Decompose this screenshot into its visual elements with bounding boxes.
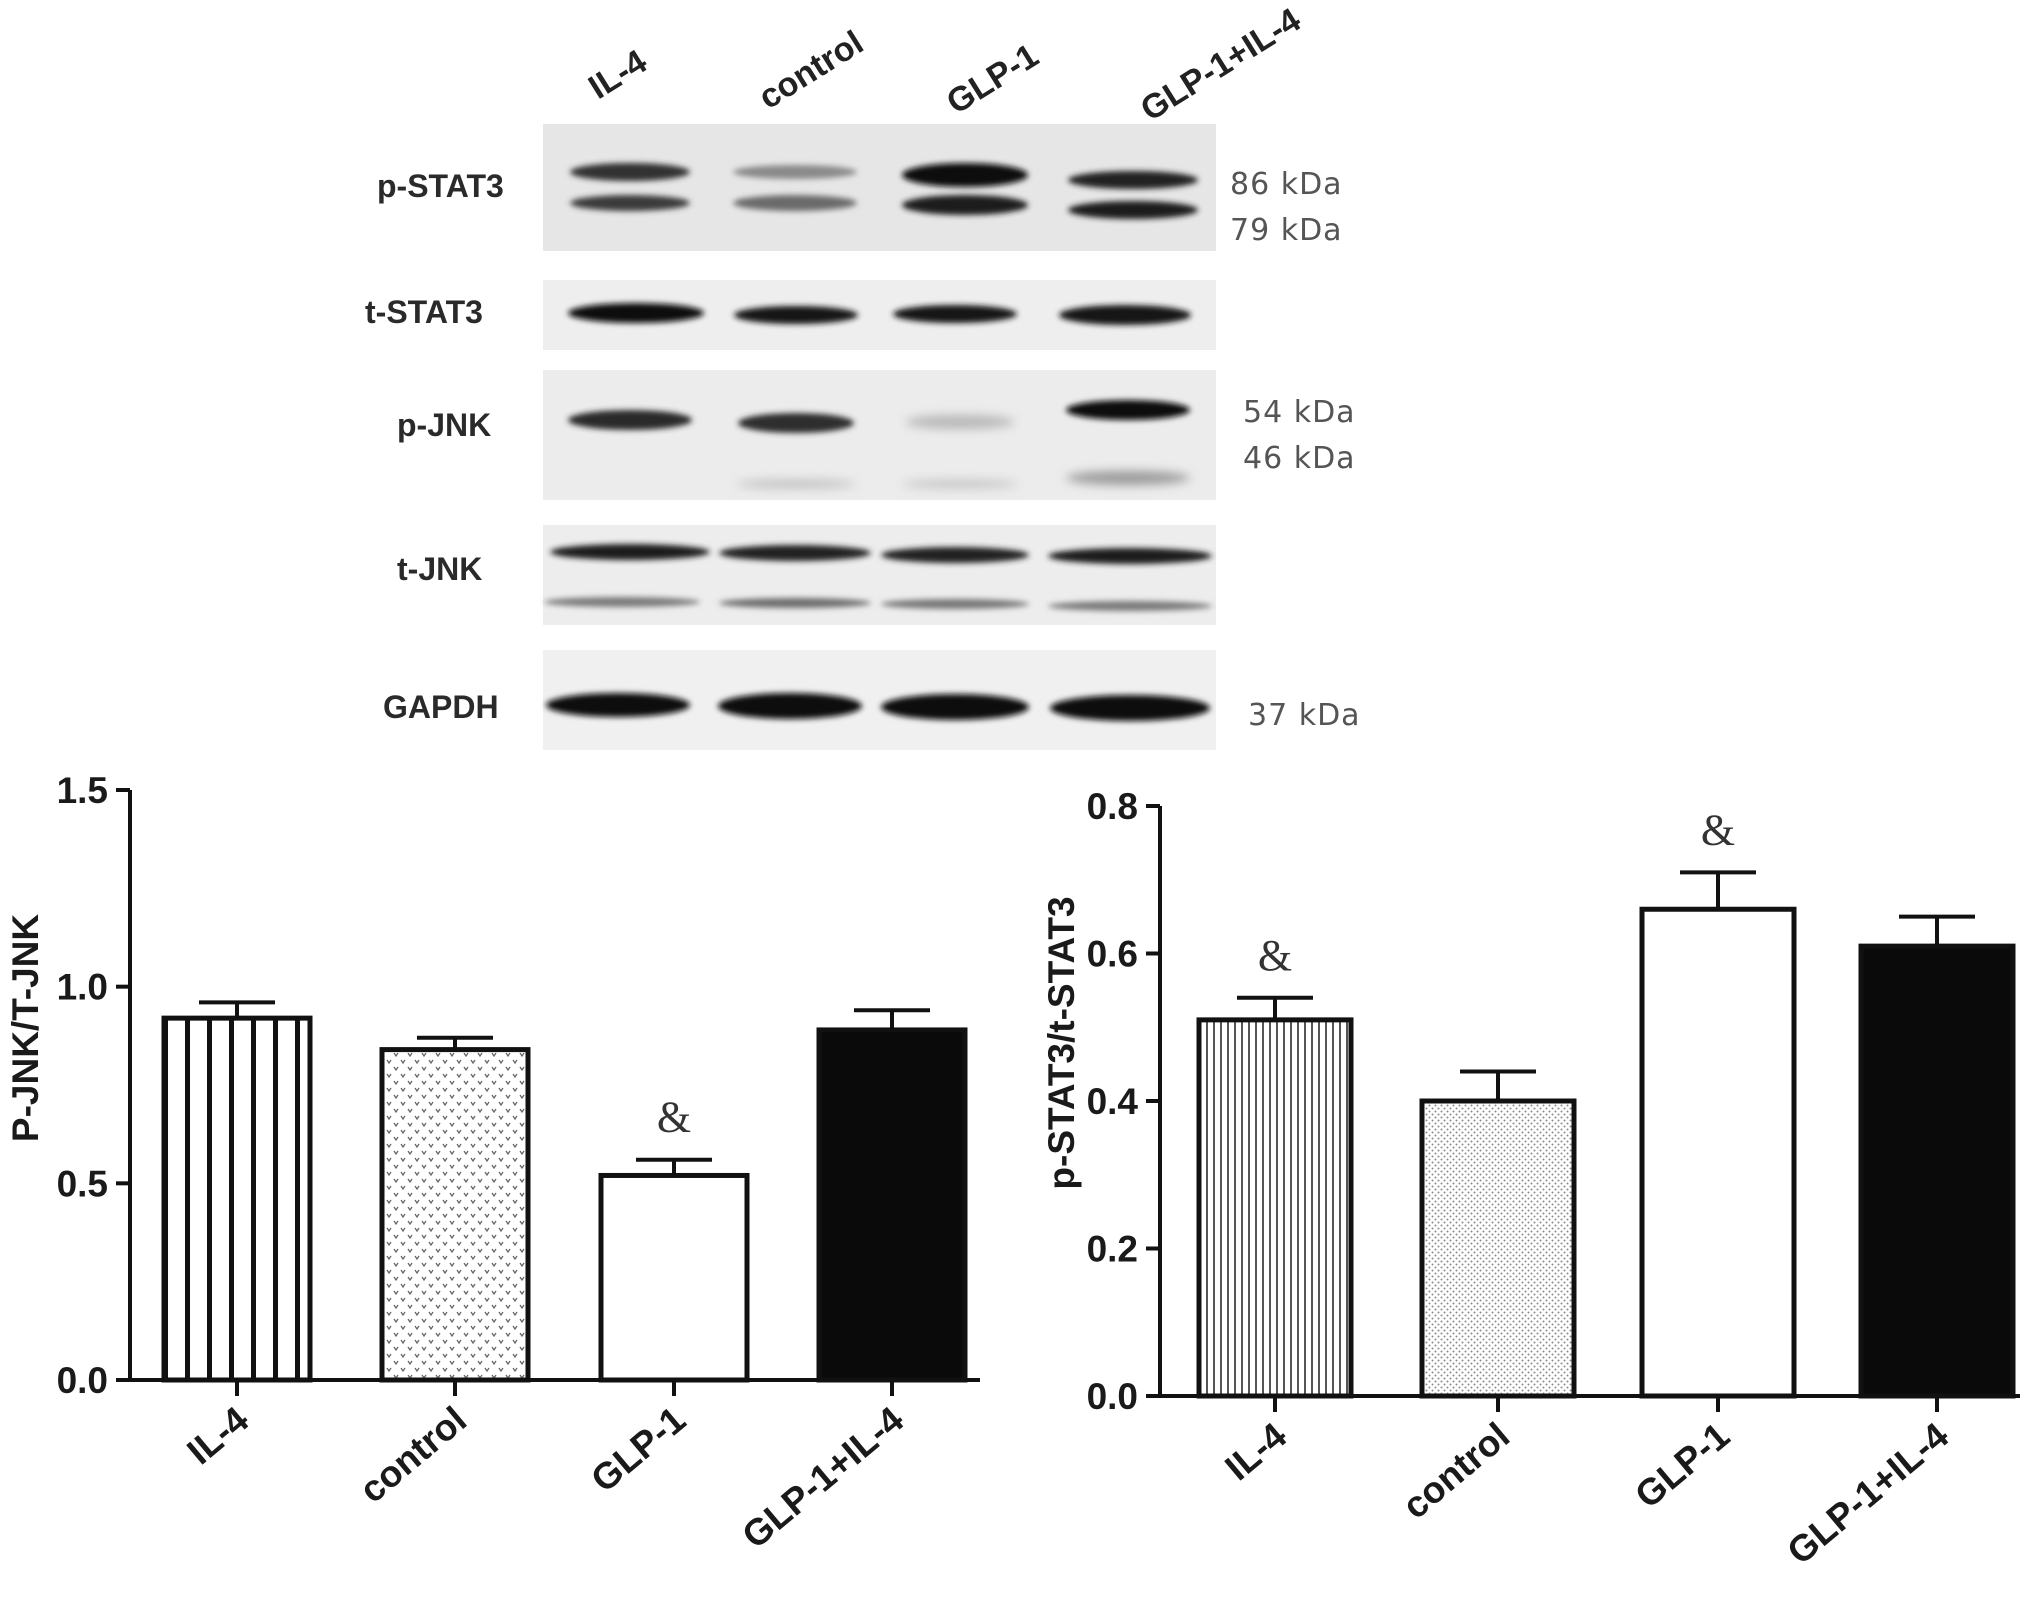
- x-tick-label: control: [352, 1399, 474, 1511]
- x-tick-label: GLP-1: [583, 1399, 693, 1500]
- y-axis-label: p-STAT3/t-STAT3: [1041, 896, 1082, 1189]
- x-tick-label: GLP-1+IL-4: [1779, 1414, 1956, 1572]
- significance-marker: &: [1258, 931, 1292, 980]
- lane-label: GLP-1+IL-4: [1134, 1, 1307, 129]
- bar: [598, 1172, 750, 1383]
- lane-label: GLP-1: [940, 37, 1045, 122]
- western-blot-panel: IL-4 control GLP-1 GLP-1+IL-4: [365, 1, 1361, 750]
- x-tick-label: IL-4: [1217, 1414, 1294, 1488]
- kda-label: 79 kDa: [1230, 213, 1343, 248]
- y-tick-label: 0.2: [1087, 1229, 1138, 1270]
- row-labels: p-STAT3 t-STAT3 p-JNK t-JNK GAPDH: [365, 168, 504, 725]
- kda-label: 54 kDa: [1243, 395, 1356, 430]
- bar: [161, 1015, 313, 1383]
- y-tick-label: 0.6: [1087, 934, 1138, 975]
- y-axis-label: P-JNK/T-JNK: [5, 914, 46, 1142]
- significance-marker: &: [1701, 805, 1735, 854]
- bands-t-jnk: [544, 544, 1212, 611]
- y-tick-label: 0.4: [1087, 1081, 1139, 1122]
- row-label-p-stat3: p-STAT3: [377, 168, 504, 204]
- y-tick-label: 0.0: [1087, 1376, 1138, 1417]
- row-label-t-stat3: t-STAT3: [365, 294, 483, 330]
- x-tick-label: GLP-1: [1627, 1415, 1737, 1516]
- y-tick-label: 1.5: [57, 770, 108, 811]
- kda-label: 37 kDa: [1248, 698, 1361, 733]
- bar: [379, 1047, 531, 1383]
- bands-p-stat3: [570, 163, 1198, 219]
- y-tick-label: 0.0: [57, 1360, 108, 1401]
- bar: [1639, 906, 1797, 1399]
- bands-t-stat3: [568, 303, 1191, 325]
- kda-labels: 86 kDa 79 kDa 54 kDa 46 kDa 37 kDa: [1230, 167, 1361, 733]
- x-tick-label: GLP-1+IL-4: [734, 1398, 911, 1556]
- lane-label: control: [752, 24, 870, 117]
- kda-label: 46 kDa: [1243, 441, 1356, 476]
- row-label-gapdh: GAPDH: [383, 689, 499, 725]
- bar: [1196, 1017, 1354, 1399]
- x-tick-label: control: [1395, 1415, 1517, 1527]
- bands-gapdh: [546, 693, 1210, 721]
- row-label-p-jnk: p-JNK: [397, 407, 491, 443]
- y-tick-label: 0.5: [57, 1163, 108, 1204]
- lane-labels: IL-4 control GLP-1 GLP-1+IL-4: [582, 1, 1307, 129]
- bar-chart-p-stat3-t-stat3: p-STAT3/t-STAT3 0.0 0.2 0.4 0.6 0.8 IL-4 contr…: [1041, 786, 2020, 1572]
- x-tick-label: IL-4: [179, 1398, 256, 1472]
- bar: [1858, 943, 2016, 1399]
- row-label-t-jnk: t-JNK: [397, 551, 482, 587]
- bar: [1419, 1098, 1577, 1399]
- significance-marker: &: [657, 1093, 691, 1142]
- lane-label: IL-4: [582, 42, 653, 106]
- y-tick-label: 1.0: [57, 967, 108, 1008]
- kda-label: 86 kDa: [1230, 167, 1343, 202]
- bar: [816, 1027, 968, 1383]
- bar-chart-p-jnk-t-jnk: P-JNK/T-JNK 0.0 0.5 1.0 1.5 IL-4 control GLP-1…: [5, 770, 980, 1556]
- bands-p-jnk: [568, 400, 1190, 488]
- y-tick-label: 0.8: [1087, 786, 1138, 827]
